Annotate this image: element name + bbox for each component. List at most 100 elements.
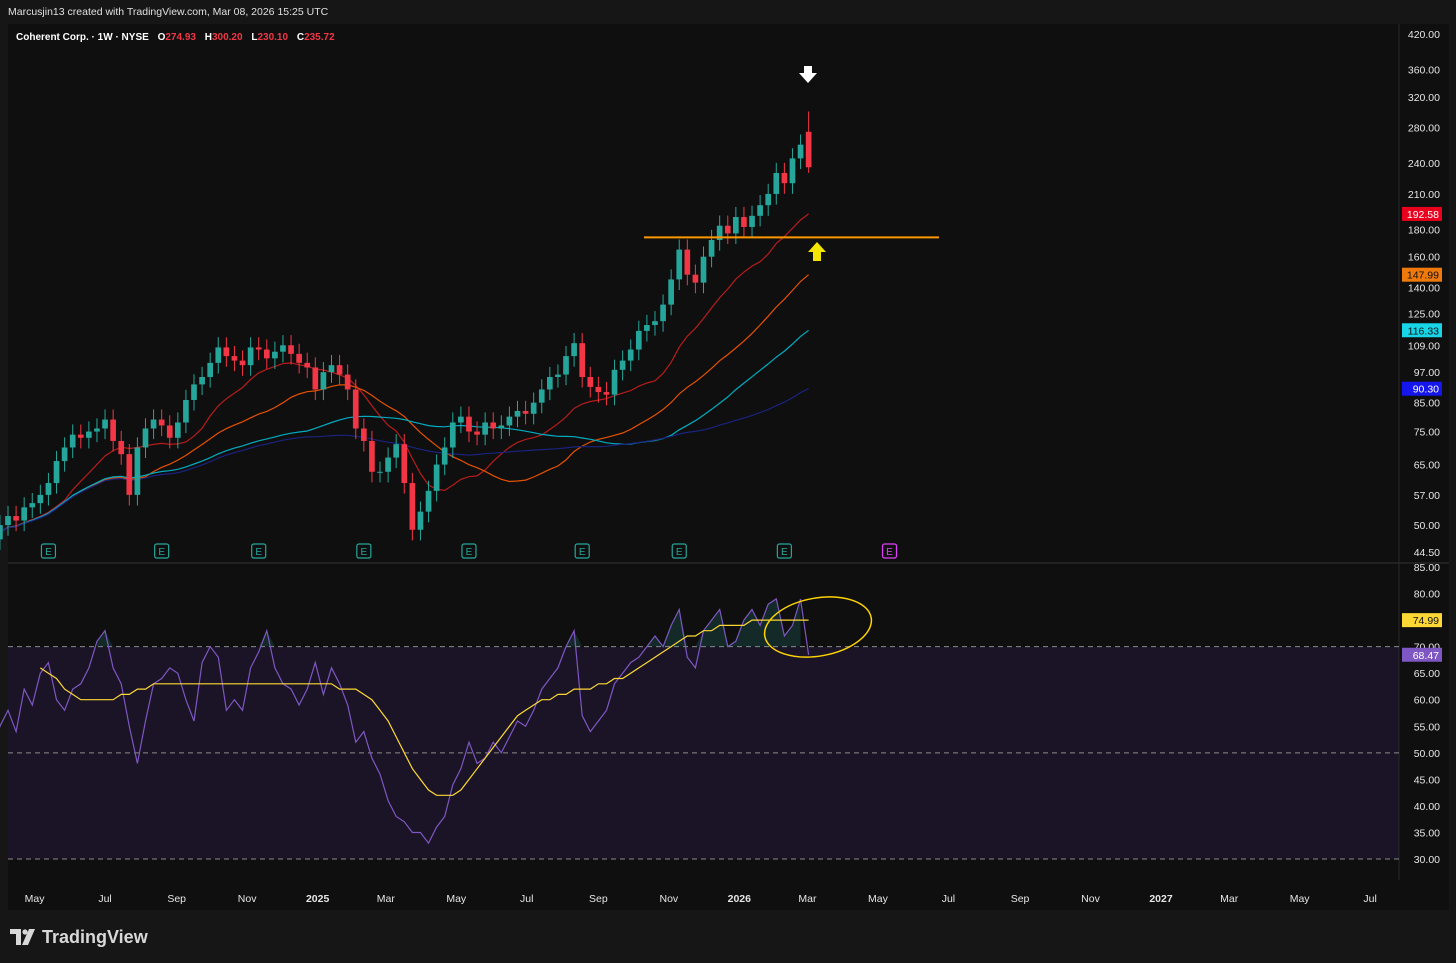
earnings-marker: E: [881, 543, 898, 559]
candle-body: [239, 360, 246, 366]
legend-open: 274.93: [165, 32, 196, 43]
down-arrow-icon: [799, 66, 817, 83]
earnings-marker: E: [776, 543, 792, 559]
candle-body: [409, 483, 416, 530]
candle-body: [547, 376, 553, 390]
candle-body: [5, 516, 11, 526]
chart-credit: Marcusjin13 created with TradingView.com…: [8, 6, 329, 18]
rsi-tag: 68.47: [1402, 647, 1442, 662]
up-arrow-annotation: [808, 242, 826, 261]
candle-body: [676, 249, 683, 280]
time-tick-label: Jul: [1363, 893, 1376, 905]
candle-body: [749, 215, 755, 227]
candle-body: [158, 419, 165, 426]
candle-body: [94, 428, 100, 432]
candle-body: [13, 516, 19, 521]
ma4-price-tag-bg: [1402, 381, 1442, 396]
price-tick-label: 85.00: [1414, 398, 1440, 410]
earnings-letter: E: [45, 547, 52, 558]
candle-body: [773, 172, 780, 194]
candle-body: [118, 440, 125, 455]
candle-body: [288, 345, 294, 354]
candle-body: [102, 419, 108, 429]
rsi-tick-label: 55.00: [1414, 721, 1440, 733]
ma3-price-tag: 116.33: [1402, 323, 1442, 338]
ma4-price-tag: 90.30: [1402, 381, 1442, 396]
ma-line-ma1: [0, 213, 809, 534]
time-tick-label: Mar: [377, 893, 396, 905]
candle-body: [110, 419, 116, 441]
brand-name: TradingView: [42, 926, 148, 947]
candle-body: [191, 384, 197, 400]
legend: Coherent Corp. · 1W · NYSE O274.93 H300.…: [16, 32, 335, 43]
candle-body: [441, 447, 448, 465]
price-tick-label: 140.00: [1408, 283, 1440, 295]
candle-body: [29, 503, 36, 508]
candle-body: [652, 321, 658, 326]
candle-body: [449, 422, 456, 448]
ma3-price-tag-text: 116.33: [1408, 325, 1439, 337]
candle-body: [255, 347, 262, 350]
candle-body: [352, 389, 359, 429]
time-tick-label: 2027: [1149, 893, 1173, 905]
price-tick-label: 160.00: [1408, 252, 1440, 264]
legend-low-label: L: [251, 32, 257, 43]
candle-body: [611, 369, 618, 395]
earnings-icon: [461, 543, 477, 559]
rsi-tag-bg: [1402, 647, 1442, 662]
time-tick-label: May: [868, 893, 889, 905]
price-tick-label: 109.00: [1408, 340, 1440, 352]
earnings-marker: E: [40, 543, 57, 559]
candle-body: [433, 464, 440, 491]
candle-body: [61, 447, 68, 462]
time-tick-label: May: [25, 893, 46, 905]
candle-body: [69, 434, 76, 448]
candle-body: [272, 351, 278, 359]
price-tick-label: 50.00: [1414, 520, 1440, 532]
candle-body: [757, 205, 763, 216]
candle-body: [150, 419, 157, 429]
legend-open-label: O: [158, 32, 166, 43]
candle-body: [142, 428, 149, 448]
candle-body: [207, 362, 214, 377]
candle-body: [530, 402, 537, 414]
time-tick-label: Jul: [942, 893, 955, 905]
legend-high: 300.20: [212, 32, 243, 43]
price-tick-label: 65.00: [1414, 460, 1440, 472]
earnings-letter: E: [255, 547, 262, 558]
earnings-icon: [671, 543, 687, 559]
rsi-circle-annotation: [763, 596, 873, 658]
earnings-marker: E: [461, 543, 477, 559]
time-tick-label: 2026: [728, 893, 752, 905]
candle-body: [797, 144, 804, 159]
earnings-letter: E: [676, 547, 683, 558]
candle-body: [466, 416, 472, 432]
candle-body: [595, 386, 602, 393]
price-tick-label: 420.00: [1408, 29, 1440, 41]
candle-body: [336, 365, 343, 375]
candle-body: [805, 131, 812, 168]
candle-body: [377, 471, 383, 473]
candle-body: [77, 434, 84, 438]
candle-body: [175, 422, 181, 438]
candle-body: [393, 444, 400, 458]
candle-body: [417, 511, 424, 530]
candle-body: [0, 525, 3, 540]
earnings-marker: E: [671, 543, 687, 559]
candle-body: [724, 225, 731, 234]
candle-body: [458, 416, 464, 423]
candle-body: [304, 362, 311, 368]
time-tick-label: Mar: [1220, 893, 1239, 905]
legend-symbol: Coherent Corp. · 1W · NYSE: [16, 32, 149, 43]
candle-body: [401, 444, 408, 484]
tradingview-logo[interactable]: TradingView: [10, 924, 148, 950]
earnings-icon: [881, 543, 898, 559]
candle-body: [369, 440, 375, 472]
candle-body: [765, 193, 772, 206]
time-tick-label: Jul: [520, 893, 533, 905]
candle-body: [474, 431, 480, 435]
price-tick-label: 240.00: [1408, 158, 1440, 170]
rsi-ma-line: [39, 619, 809, 796]
candle-body: [361, 428, 367, 441]
